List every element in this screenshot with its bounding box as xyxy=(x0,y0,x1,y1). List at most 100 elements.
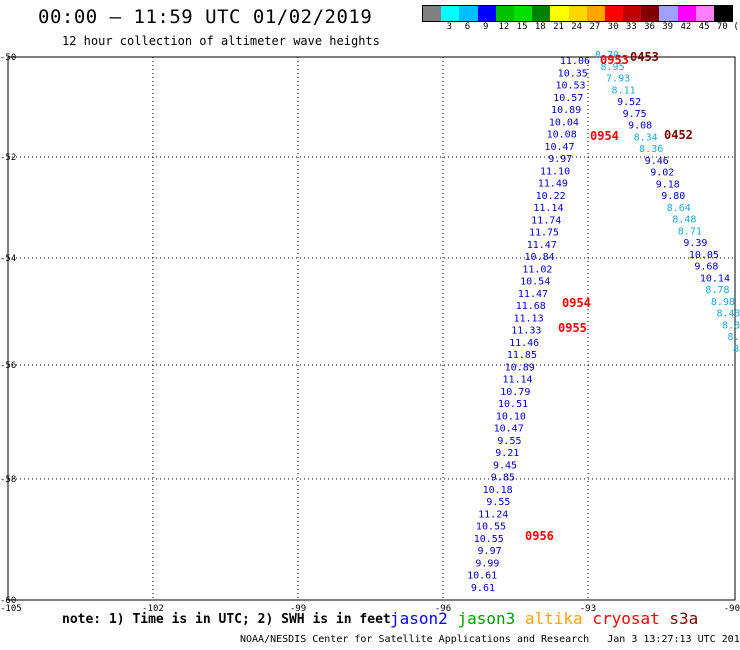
track-value: 11.33 xyxy=(511,326,541,337)
satellite-jason2: jason2 xyxy=(390,609,458,628)
track-value: 11.06 xyxy=(560,56,590,67)
track-value: 11.46 xyxy=(509,338,539,349)
color-legend-bar xyxy=(422,5,734,22)
legend-swatch xyxy=(586,6,605,21)
track-value: 9.80 xyxy=(661,191,685,202)
lon-tick-label: -105 xyxy=(0,604,22,614)
track-value: 10.35 xyxy=(558,68,588,79)
track-value: 11.10 xyxy=(540,166,570,177)
track-value: 9.97 xyxy=(548,154,572,165)
track-value: 8.78 xyxy=(705,285,729,296)
track-value: 11.68 xyxy=(516,301,546,312)
lon-tick-label: -102 xyxy=(142,604,164,614)
legend-swatch xyxy=(477,6,496,21)
track-value: 8.95 xyxy=(601,62,625,73)
legend-swatch xyxy=(677,6,696,21)
legend-label: 30 xyxy=(607,22,619,32)
satellite-altika: altika xyxy=(524,609,593,628)
track-value: 9.75 xyxy=(623,109,647,120)
legend-swatch xyxy=(513,6,533,21)
legend-label: 70 xyxy=(716,22,728,32)
track-value: 10.57 xyxy=(553,93,583,104)
satellite-jason3: jason3 xyxy=(457,609,525,628)
track-value: 8.71 xyxy=(678,226,702,237)
track-value: 8.64 xyxy=(667,203,691,214)
track-value: 10.84 xyxy=(525,252,555,263)
track-value: 10.54 xyxy=(520,277,550,288)
lon-tick-label: -90 xyxy=(724,604,740,614)
track-value: 11.24 xyxy=(478,509,508,520)
track-value: 9.61 xyxy=(471,583,495,594)
track-value: 8.43 xyxy=(716,309,740,320)
page-title: 00:00 – 11:59 UTC 01/02/2019 xyxy=(38,6,373,28)
track-value: 8.70 xyxy=(595,50,619,61)
legend-label: 18 xyxy=(534,22,546,32)
legend-label: 42 xyxy=(680,22,692,32)
satellite-legend: jason2 jason3 altika cryosat s3a xyxy=(390,609,698,628)
track-value: 10.47 xyxy=(494,424,524,435)
lon-tick-label: -96 xyxy=(435,604,451,614)
lat-tick-label: -58 xyxy=(0,475,16,485)
legend-label: 39 xyxy=(662,22,674,32)
track-value: 10.89 xyxy=(551,105,581,116)
map-frame xyxy=(7,56,736,601)
track-value: 11.14 xyxy=(533,203,563,214)
track-value: 9.08 xyxy=(628,121,652,132)
legend-label: 12 xyxy=(498,22,510,32)
legend-swatch xyxy=(568,6,587,21)
legend-swatch xyxy=(441,6,460,21)
legend-label: 24 xyxy=(571,22,583,32)
track-value: 9.45 xyxy=(493,460,517,471)
legend-label: 21 xyxy=(553,22,564,32)
track-value: 9.46 xyxy=(645,156,669,167)
track-value: 11.47 xyxy=(527,240,557,251)
track-value: 10.79 xyxy=(500,387,530,398)
lon-tick-label: -99 xyxy=(290,604,306,614)
legend-swatch xyxy=(714,6,733,21)
track-value: 10.61 xyxy=(467,571,497,582)
track-value: 11.14 xyxy=(502,375,532,386)
track-value: 7.93 xyxy=(606,74,630,85)
legend-swatch xyxy=(623,6,642,21)
track-value: 8.48 xyxy=(672,215,696,226)
track-value: 11.74 xyxy=(531,215,561,226)
legend-label: 6 xyxy=(464,22,471,32)
page-subtitle: 12 hour collection of altimeter wave hei… xyxy=(62,34,380,48)
credit-text: NOAA/NESDIS Center for Satellite Applica… xyxy=(240,634,590,645)
time-label: 0954 xyxy=(562,296,591,310)
track-value: 11.13 xyxy=(513,313,543,324)
track-value: 9.55 xyxy=(497,436,521,447)
legend-swatch xyxy=(459,6,478,21)
track-value: 9.85 xyxy=(491,473,515,484)
track-value: 8.98 xyxy=(711,297,735,308)
track-value: 11.85 xyxy=(507,350,537,361)
track-value: 10.10 xyxy=(496,411,526,422)
units-note: note: 1) Time is in UTC; 2) SWH is in fe… xyxy=(62,612,391,627)
legend-label: 27 xyxy=(589,22,601,32)
track-value: 9.68 xyxy=(694,262,718,273)
track-value: 8.6 xyxy=(727,332,740,343)
time-label: 0954 xyxy=(590,129,619,143)
satellite-s3a: s3a xyxy=(669,609,699,628)
lat-tick-label: -54 xyxy=(0,254,16,264)
track-value: 9.97 xyxy=(478,546,502,557)
legend-swatch xyxy=(495,6,514,21)
lat-tick-label: -52 xyxy=(0,153,16,163)
track-value: 11.75 xyxy=(529,228,559,239)
time-label: 0955 xyxy=(558,321,587,335)
track-value: 10.53 xyxy=(555,81,585,92)
legend-label: 3 xyxy=(446,22,453,32)
time-label: 0452 xyxy=(664,128,693,142)
legend-swatch xyxy=(604,6,624,21)
track-value: 9.39 xyxy=(683,238,707,249)
track-value: 10.08 xyxy=(547,130,577,141)
track-value: 10.55 xyxy=(476,522,506,533)
lat-tick-label: -60 xyxy=(0,596,16,606)
legend-label: 15 xyxy=(516,22,528,32)
track-value: 10.18 xyxy=(483,485,513,496)
legend-swatch xyxy=(550,6,569,21)
track-value: 11.49 xyxy=(538,179,568,190)
lat-tick-label: -56 xyxy=(0,361,16,371)
track-value: 10.51 xyxy=(498,399,528,410)
